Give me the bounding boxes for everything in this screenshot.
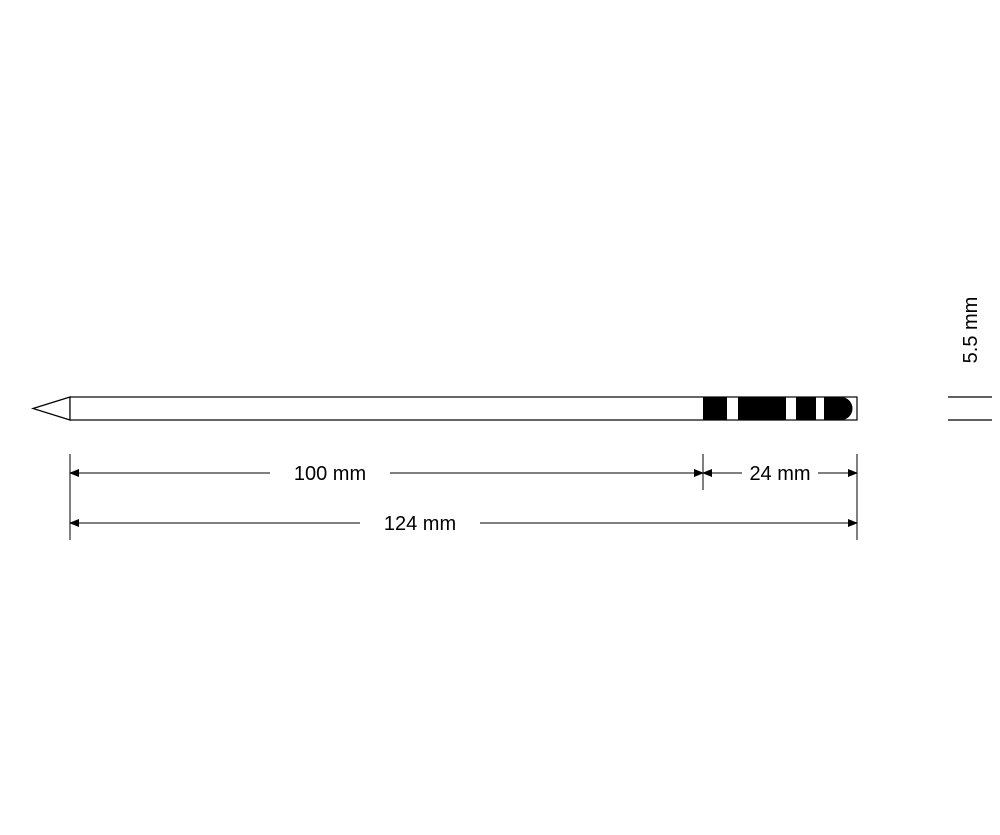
band-4-rounded: [824, 397, 853, 420]
dimension-total: 124 mm: [70, 513, 857, 535]
dimension-shaft-label: 100 mm: [294, 463, 366, 485]
dimension-diameter: 5.5 mm: [960, 297, 982, 364]
dimension-tip: 24 mm: [703, 463, 857, 485]
band-1: [703, 397, 727, 420]
band-2: [738, 397, 786, 420]
technical-drawing: 100 mm 24 mm 124 mm 5.5 mm: [0, 0, 1000, 835]
dimension-diameter-label: 5.5 mm: [960, 297, 982, 364]
pencil-body: [33, 397, 857, 420]
extension-lines: [70, 454, 857, 540]
diameter-bracket: [948, 397, 992, 420]
pencil-tip: [33, 397, 70, 420]
band-3: [796, 397, 816, 420]
dimension-tip-label: 24 mm: [749, 463, 810, 485]
dimension-shaft: 100 mm: [70, 463, 703, 485]
dimension-total-label: 124 mm: [384, 513, 456, 535]
